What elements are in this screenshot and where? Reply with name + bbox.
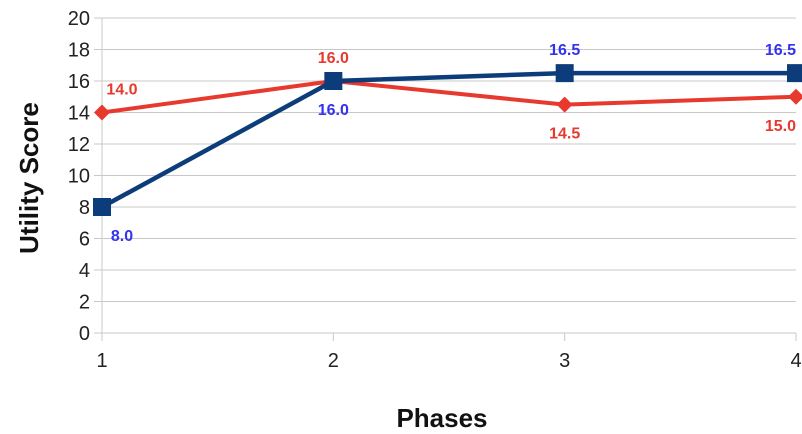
series-1-data-label: 16.0 — [318, 50, 349, 67]
grid-lines — [102, 17, 796, 334]
series-1-point — [556, 96, 573, 113]
series-2-data-label: 8.0 — [111, 228, 133, 245]
y-tick-label: 4 — [79, 260, 90, 282]
x-tick-labels: 1 2 3 4 — [96, 350, 801, 372]
axes — [94, 17, 797, 341]
series-2-data-label: 16.0 — [318, 102, 349, 119]
y-tick-label: 2 — [79, 292, 90, 314]
series-1-data-label: 15.0 — [765, 118, 796, 135]
data-labels-layer: 14.0 16.0 14.5 15.0 8.0 16.0 16.5 16.5 — [106, 42, 796, 245]
y-axis-title: Utility Score — [14, 102, 44, 254]
y-tick-label: 20 — [68, 8, 90, 30]
series-2-line — [100, 70, 796, 209]
x-tick-label: 2 — [328, 350, 339, 372]
x-tick-label: 1 — [96, 350, 107, 372]
series-2-point — [555, 64, 574, 83]
y-tick-labels: 0 2 4 6 8 10 12 14 16 18 20 — [68, 8, 90, 345]
y-tick-label: 18 — [68, 40, 90, 62]
series-2-point — [324, 72, 343, 90]
series-layer — [93, 64, 802, 216]
y-tick-label: 16 — [68, 71, 90, 93]
y-tick-label: 6 — [79, 229, 90, 251]
y-tick-label: 10 — [68, 166, 90, 188]
x-axis-title: Phases — [396, 403, 487, 433]
x-tick-label: 4 — [790, 350, 801, 372]
series-1-data-label: 14.5 — [549, 126, 580, 143]
y-tick-label: 12 — [68, 134, 90, 156]
series-1-line — [101, 79, 797, 115]
y-tick-label: 8 — [79, 197, 90, 219]
y-tick-label: 14 — [68, 103, 90, 125]
series-1-point — [94, 104, 110, 121]
y-tick-label: 0 — [79, 323, 90, 345]
series-2-data-label: 16.5 — [765, 42, 796, 59]
series-1-point — [788, 88, 802, 105]
series-2-point — [93, 198, 111, 216]
series-2-data-label: 16.5 — [549, 42, 580, 59]
series-1-data-label: 14.0 — [106, 82, 137, 99]
series-2-point — [787, 64, 802, 83]
x-tick-label: 3 — [559, 350, 570, 372]
